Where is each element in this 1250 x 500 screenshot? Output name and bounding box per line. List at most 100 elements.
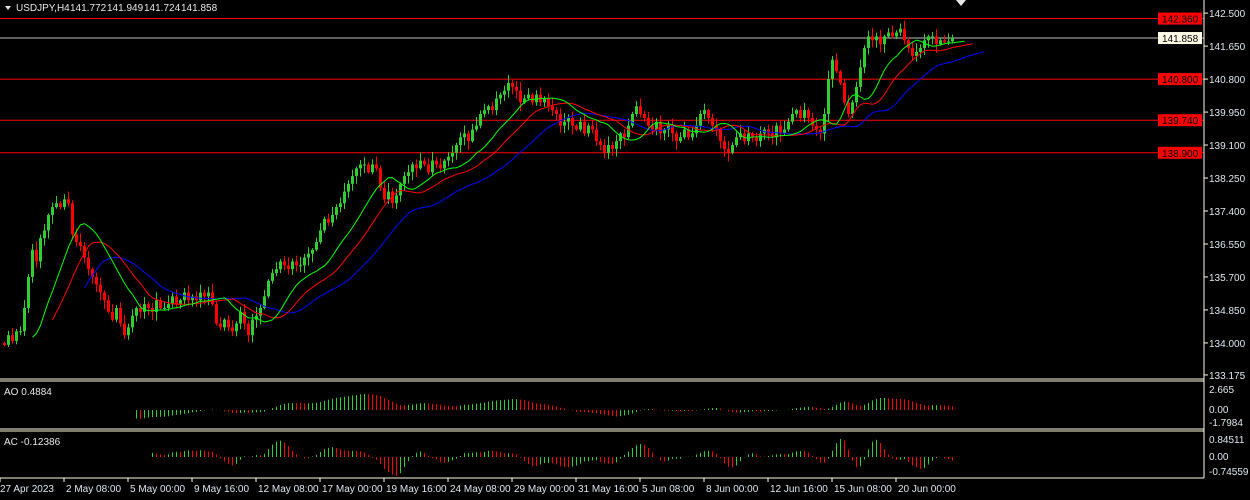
candle-body <box>95 276 98 285</box>
candle <box>747 126 750 146</box>
candle-body <box>795 110 798 114</box>
candle-body <box>71 203 74 235</box>
candle-body <box>811 117 814 126</box>
candle-body <box>467 133 470 142</box>
candle-body <box>435 160 438 165</box>
candle <box>163 302 166 311</box>
candle-body <box>559 114 562 126</box>
candle-body <box>331 214 334 223</box>
candle-body <box>391 191 394 204</box>
collapse-triangle-icon[interactable] <box>5 6 11 10</box>
candle-body <box>651 125 654 130</box>
ac-tick-zero: 0.00 <box>1209 452 1229 463</box>
candle <box>131 309 134 333</box>
candle-body <box>355 168 358 177</box>
candle <box>843 78 846 106</box>
candle <box>443 159 446 174</box>
candle-body <box>911 48 914 56</box>
candle <box>683 121 686 140</box>
price-tick-label: 134.850 <box>1209 306 1246 317</box>
candle <box>571 111 574 135</box>
candle-body <box>695 125 698 134</box>
level-price-tag <box>1158 114 1202 127</box>
candle <box>723 136 726 158</box>
candle <box>303 253 306 273</box>
candle-body <box>891 32 894 37</box>
candle-body <box>639 106 642 114</box>
candle <box>451 145 454 164</box>
candle <box>459 132 462 153</box>
candle <box>267 279 270 299</box>
price-tick-label: 142.500 <box>1209 9 1246 20</box>
candle <box>775 122 778 146</box>
candle <box>355 166 358 184</box>
candle-body <box>595 129 598 142</box>
candle-body <box>207 292 210 297</box>
candle <box>839 69 842 86</box>
candle <box>627 118 630 139</box>
candle-body <box>383 187 386 200</box>
candle-body <box>159 300 162 308</box>
candle-body <box>211 292 214 305</box>
candle-body <box>447 156 450 161</box>
time-tick-label: 5 May 00:00 <box>130 484 185 495</box>
candle <box>71 200 74 239</box>
candle <box>791 107 794 125</box>
candle <box>399 182 402 202</box>
price-tick-label: 139.100 <box>1209 141 1246 152</box>
candle <box>67 191 70 207</box>
candle-body <box>479 114 482 126</box>
candle-body <box>587 125 590 134</box>
candle <box>155 292 158 321</box>
candle <box>431 151 434 176</box>
candle <box>623 129 626 146</box>
candle-body <box>791 114 794 122</box>
ohlc-open: 141.772 <box>70 3 107 14</box>
candle-body <box>415 164 418 169</box>
time-tick-label: 8 Jun 00:00 <box>706 484 759 495</box>
candle <box>123 314 126 340</box>
candle-body <box>927 36 930 41</box>
level-price-tag <box>1158 12 1202 25</box>
candle-body <box>515 86 518 91</box>
candle <box>135 306 138 322</box>
candle-body <box>631 114 634 126</box>
candle-body <box>235 323 238 332</box>
candle-body <box>199 292 202 301</box>
candle <box>935 29 938 53</box>
candle <box>423 157 426 167</box>
candle-body <box>419 160 422 169</box>
candle-body <box>371 164 374 173</box>
candle-body <box>451 152 454 157</box>
candle-body <box>347 183 350 192</box>
candle-body <box>731 145 734 153</box>
candle <box>615 134 618 157</box>
candle <box>139 303 142 319</box>
candle-body <box>407 172 410 177</box>
candle <box>347 180 350 198</box>
candle <box>223 318 226 331</box>
price-tick-label: 140.800 <box>1209 75 1246 86</box>
candle <box>943 35 946 45</box>
time-axis[interactable]: 27 Apr 2023 2 May 08:00 5 May 00:00 9 May 1… <box>0 478 956 495</box>
candle-body <box>703 110 706 114</box>
chart-shift-marker-icon[interactable] <box>956 0 966 6</box>
candle <box>827 70 830 123</box>
candle <box>799 105 802 122</box>
candle-body <box>63 199 66 208</box>
price-axis[interactable]: 142.500 141.650 140.800 139.950 139.100 138.2… <box>1204 9 1246 382</box>
price-tick-label: 138.250 <box>1209 174 1246 185</box>
candle <box>671 118 674 142</box>
candle-body <box>191 296 194 301</box>
candle-body <box>619 133 622 142</box>
candle-body <box>135 308 138 316</box>
candle-body <box>323 218 326 231</box>
candle <box>707 108 710 124</box>
candle <box>43 223 46 246</box>
candle-body <box>527 94 530 99</box>
candle <box>675 131 678 150</box>
candle-body <box>163 308 166 309</box>
candle-body <box>315 242 318 250</box>
candle-body <box>899 28 902 33</box>
